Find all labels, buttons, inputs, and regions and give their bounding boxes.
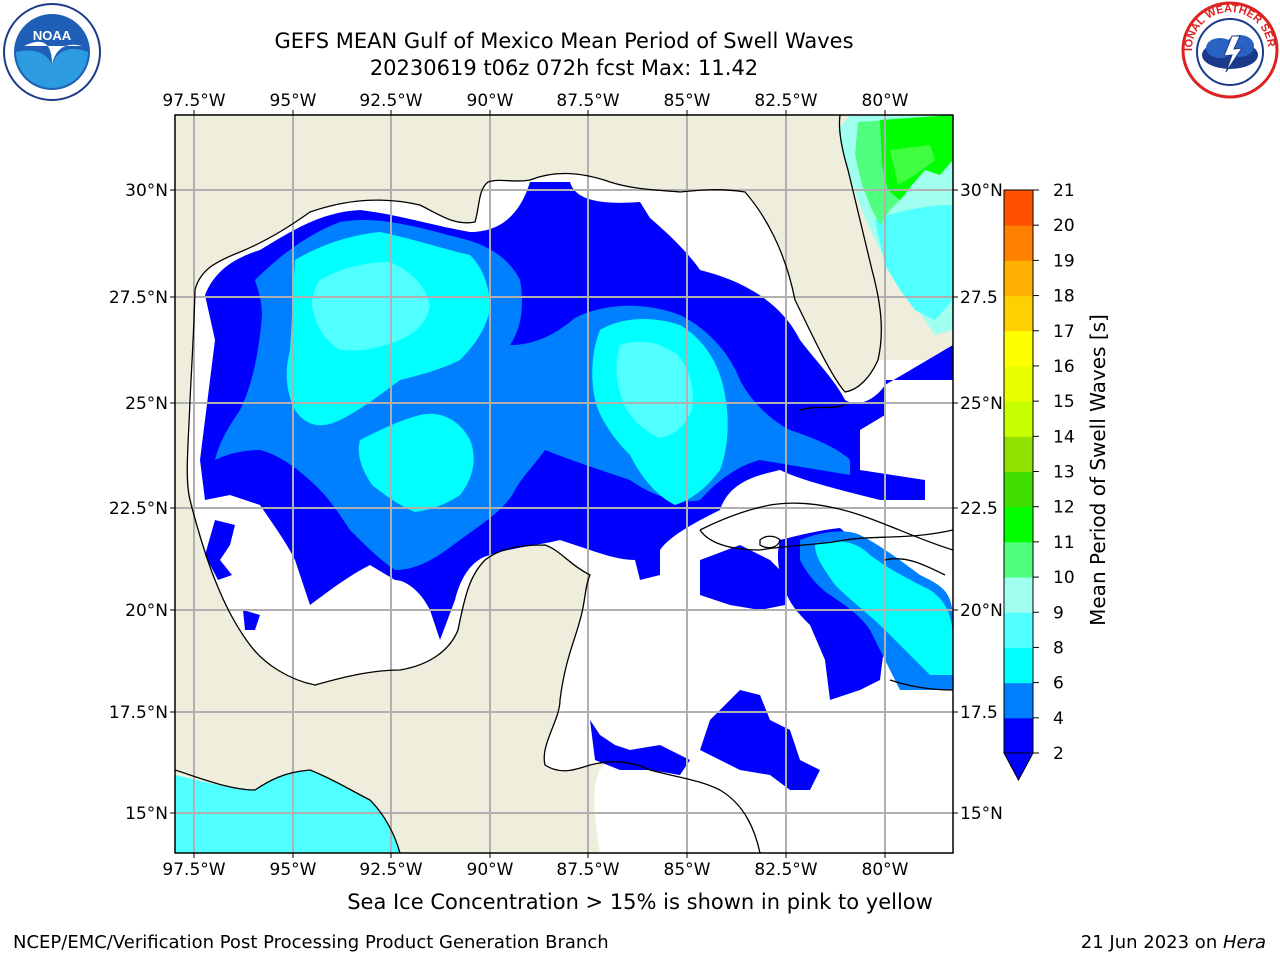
lon-label-top: 85°W bbox=[664, 91, 711, 111]
atlantic-swell bbox=[838, 115, 953, 335]
swell-8-9s bbox=[175, 262, 693, 853]
colorbar-tick-label: 8 bbox=[1053, 638, 1064, 658]
chart-subtitle: 20230619 t06z 072h fcst Max: 11.42 bbox=[369, 56, 759, 80]
colorbar-tick-label: 9 bbox=[1053, 603, 1064, 623]
lon-label-bottom: 92.5°W bbox=[359, 860, 422, 880]
lat-label-right: 17.5 bbox=[960, 703, 998, 723]
colorbar-segment bbox=[1004, 295, 1033, 332]
lat-label-right: 25°N bbox=[960, 394, 1003, 414]
tick-marks bbox=[170, 110, 958, 858]
colorbar-tick-label: 20 bbox=[1053, 216, 1075, 236]
colorbar-segment bbox=[1004, 577, 1033, 613]
nws-logo: NATIONAL WEATHER SERVICE bbox=[1180, 0, 1279, 99]
colorbar-segment bbox=[1004, 717, 1033, 754]
lat-label-left: 20°N bbox=[125, 601, 168, 621]
lat-label-right: 15°N bbox=[960, 804, 1003, 824]
producer-credit: NCEP/EMC/Verification Post Processing Pr… bbox=[13, 932, 609, 953]
colorbar-tick-label: 21 bbox=[1053, 181, 1075, 201]
lon-label-bottom: 80°W bbox=[862, 860, 909, 880]
svg-text:NOAA: NOAA bbox=[33, 28, 72, 43]
colorbar-tick-label: 17 bbox=[1053, 322, 1075, 342]
colorbar-segment bbox=[1004, 190, 1033, 226]
colorbar-segment bbox=[1004, 506, 1033, 543]
colorbar-tick-label: 4 bbox=[1053, 709, 1064, 729]
coastlines bbox=[175, 115, 953, 853]
lon-label-top: 90°W bbox=[467, 91, 514, 111]
colorbar: 2 4 6 8 9 10 11 12 13 14 15 16 17 18 19 20 21 bbox=[1003, 181, 1075, 782]
colorbar-tick-label: 14 bbox=[1053, 427, 1075, 447]
colorbar-segment bbox=[1004, 647, 1033, 684]
colorbar-under-arrow bbox=[1003, 752, 1034, 782]
lon-label-top: 92.5°W bbox=[359, 91, 422, 111]
run-date-text: 21 Jun 2023 on bbox=[1080, 932, 1223, 953]
colorbar-tick-label: 6 bbox=[1053, 674, 1064, 694]
colorbar-label: Mean Period of Swell Waves [s] bbox=[1086, 314, 1110, 626]
colorbar-segment bbox=[1004, 401, 1033, 437]
lat-label-left: 27.5°N bbox=[109, 288, 168, 308]
colorbar-segment bbox=[1004, 471, 1033, 508]
colorbar-tick-label: 12 bbox=[1053, 498, 1075, 518]
lon-label-top: 97.5°W bbox=[162, 91, 225, 111]
lon-label-top: 82.5°W bbox=[754, 91, 817, 111]
lon-label-bottom: 85°W bbox=[664, 860, 711, 880]
colorbar-segment bbox=[1004, 260, 1033, 297]
lon-label-bottom: 95°W bbox=[270, 860, 317, 880]
lon-label-bottom: 90°W bbox=[467, 860, 514, 880]
sea-ice-note: Sea Ice Concentration > 15% is shown in … bbox=[347, 890, 933, 914]
colorbar-tick-label: 2 bbox=[1053, 744, 1064, 764]
lat-label-left: 25°N bbox=[125, 394, 168, 414]
lon-label-bottom: 97.5°W bbox=[162, 860, 225, 880]
map-frame bbox=[174, 114, 954, 854]
run-host: Hera bbox=[1222, 932, 1266, 953]
lat-label-right: 27.5 bbox=[960, 288, 998, 308]
colorbar-segment bbox=[1004, 436, 1033, 472]
colorbar-tick-label: 18 bbox=[1053, 287, 1075, 307]
lat-label-left: 30°N bbox=[125, 181, 168, 201]
lat-label-left: 15°N bbox=[125, 804, 168, 824]
graticule bbox=[175, 115, 953, 853]
colorbar-segment bbox=[1004, 365, 1033, 402]
colorbar-tick-label: 10 bbox=[1053, 568, 1075, 588]
noaa-logo: NOAA bbox=[3, 3, 101, 101]
colorbar-segment bbox=[1004, 682, 1033, 719]
lon-label-top: 80°W bbox=[862, 91, 909, 111]
colorbar-segment bbox=[1004, 225, 1033, 261]
lon-label-top: 95°W bbox=[270, 91, 317, 111]
run-date: 21 Jun 2023 on Hera bbox=[1081, 932, 1266, 953]
colorbar-segment bbox=[1004, 612, 1033, 648]
colorbar-tick-label: 11 bbox=[1053, 533, 1075, 553]
lat-label-left: 22.5°N bbox=[109, 499, 168, 519]
colorbar-tick-label: 15 bbox=[1053, 392, 1075, 412]
colorbar-segment bbox=[1004, 541, 1033, 578]
colorbar-tick-label: 19 bbox=[1053, 251, 1075, 271]
lat-label-right: 20°N bbox=[960, 601, 1003, 621]
lat-label-right: 30°N bbox=[960, 181, 1003, 201]
chart-title: GEFS MEAN Gulf of Mexico Mean Period of … bbox=[274, 29, 854, 53]
lon-label-bottom: 87.5°W bbox=[556, 860, 619, 880]
lon-label-bottom: 82.5°W bbox=[754, 860, 817, 880]
colorbar-tick-label: 16 bbox=[1053, 357, 1075, 377]
colorbar-tick-label: 13 bbox=[1053, 463, 1075, 483]
lon-label-top: 87.5°W bbox=[556, 91, 619, 111]
lat-label-right: 22.5 bbox=[960, 499, 998, 519]
lat-label-left: 17.5°N bbox=[109, 703, 168, 723]
colorbar-segment bbox=[1004, 330, 1033, 367]
